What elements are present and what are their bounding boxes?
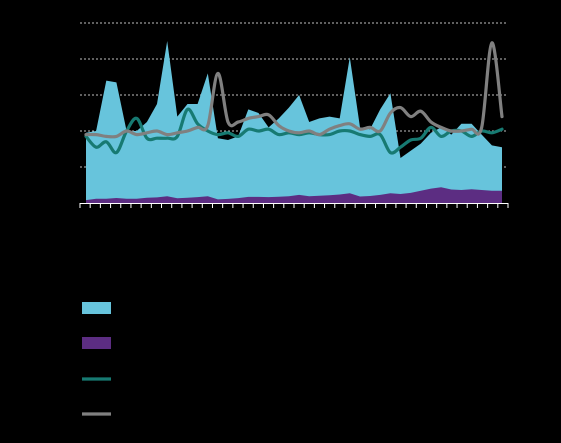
x-axis xyxy=(79,203,509,208)
area-series xyxy=(86,41,502,203)
legend-swatch-area xyxy=(82,337,111,349)
area-series-1 xyxy=(86,41,502,203)
line-series-2 xyxy=(84,41,504,139)
legend-swatch-area xyxy=(82,302,111,314)
area-series-2 xyxy=(86,187,502,203)
legend xyxy=(82,302,111,416)
line-series xyxy=(84,41,504,155)
